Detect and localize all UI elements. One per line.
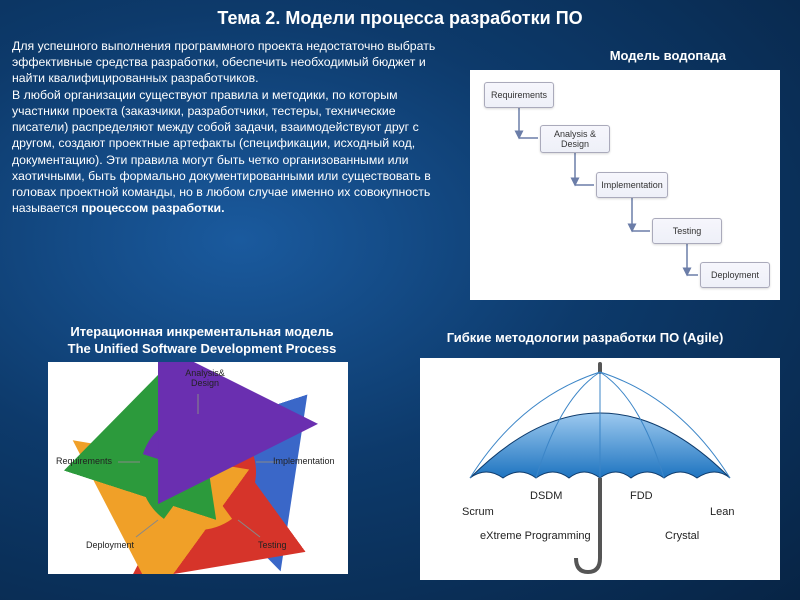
- iterative-heading-ru: Итерационная инкрементальная модель: [70, 324, 333, 339]
- iter-lbl-br: Testing: [258, 540, 287, 550]
- iterative-heading: Итерационная инкрементальная модель The …: [12, 324, 392, 358]
- paragraph-2a: В любой организации существуют правила и…: [12, 88, 431, 216]
- agile-term-fdd: FDD: [630, 490, 653, 502]
- agile-term-scrum: Scrum: [462, 506, 494, 518]
- paragraph-1: Для успешного выполнения программного пр…: [12, 39, 435, 85]
- umbrella-svg: [420, 358, 780, 580]
- agile-heading: Гибкие методологии разработки ПО (Agile): [400, 330, 770, 345]
- agile-diagram: DSDM Scrum FDD Lean eXtreme Programming …: [420, 358, 780, 580]
- agile-term-lean: Lean: [710, 506, 734, 518]
- iter-lbl-bl: Deployment: [86, 540, 134, 550]
- iter-lbl-left: Requirements: [56, 456, 112, 466]
- agile-term-dsdm: DSDM: [530, 490, 562, 502]
- paragraph-2b: процессом разработки.: [81, 201, 224, 215]
- wf-box-deployment: Deployment: [700, 262, 770, 288]
- waterfall-diagram: Requirements Analysis & Design Implement…: [470, 70, 780, 300]
- agile-term-xp: eXtreme Programming: [480, 530, 591, 542]
- wf-box-implementation: Implementation: [596, 172, 668, 198]
- iter-lbl-right: Implementation: [273, 456, 335, 466]
- slide-title: Тема 2. Модели процесса разработки ПО: [0, 0, 800, 35]
- agile-term-crystal: Crystal: [665, 530, 699, 542]
- iter-lbl-top: Analysis& Design: [175, 368, 235, 388]
- iterative-heading-en: The Unified Software Development Process: [68, 341, 337, 356]
- waterfall-heading: Модель водопада: [610, 48, 726, 63]
- wf-box-testing: Testing: [652, 218, 722, 244]
- iterative-diagram: Analysis& Design Implementation Testing …: [48, 362, 348, 574]
- wf-box-requirements: Requirements: [484, 82, 554, 108]
- wf-box-analysis: Analysis & Design: [540, 125, 610, 153]
- body-text: Для успешного выполнения программного пр…: [12, 38, 442, 216]
